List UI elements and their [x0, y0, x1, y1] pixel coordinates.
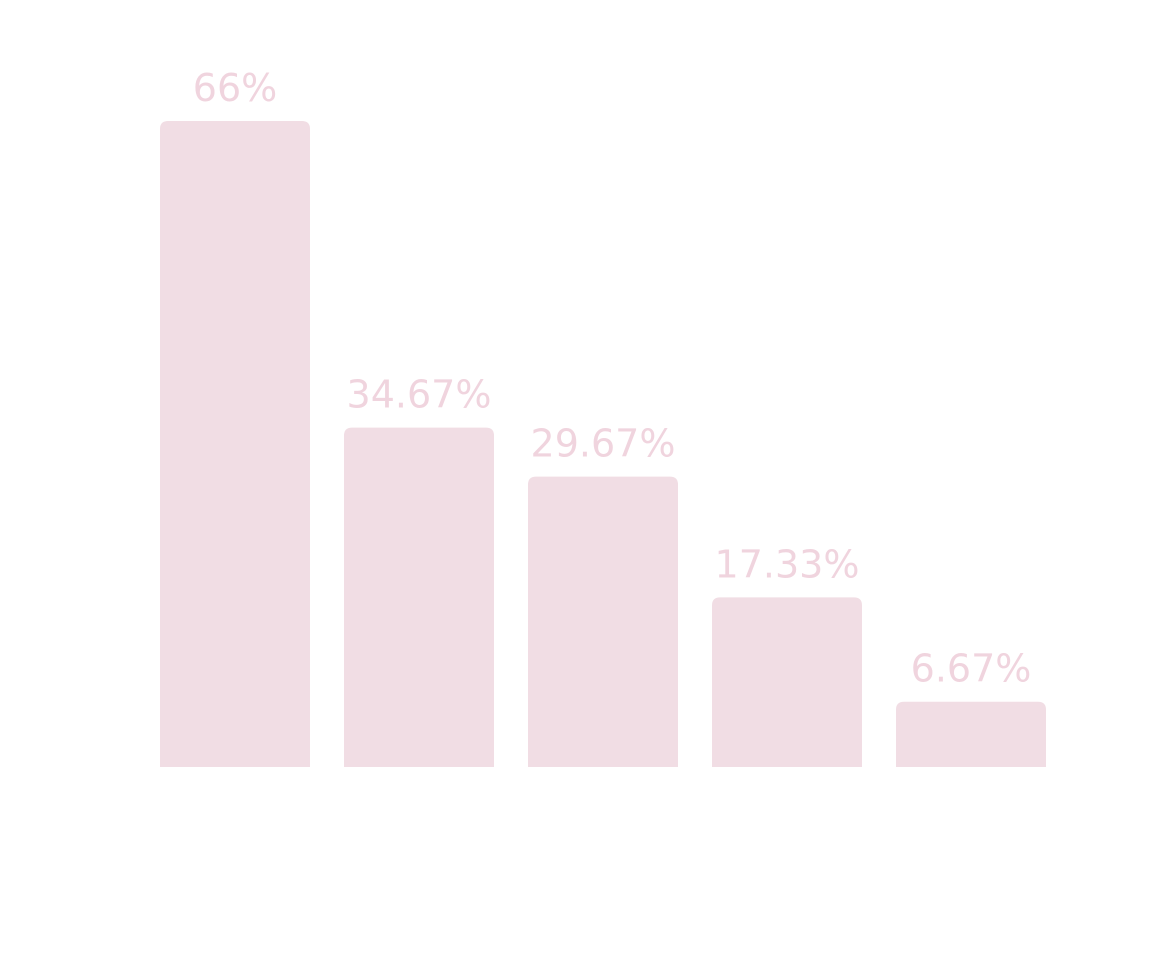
data-label: 66% [193, 66, 277, 110]
bar [528, 476, 678, 767]
data-label: 34.67% [347, 373, 492, 417]
bar [896, 701, 1046, 767]
bar [712, 597, 862, 767]
data-label: 6.67% [911, 647, 1032, 691]
data-label: 17.33% [715, 542, 860, 586]
bar [160, 121, 310, 767]
bar [344, 427, 494, 767]
data-label: 29.67% [531, 422, 676, 466]
